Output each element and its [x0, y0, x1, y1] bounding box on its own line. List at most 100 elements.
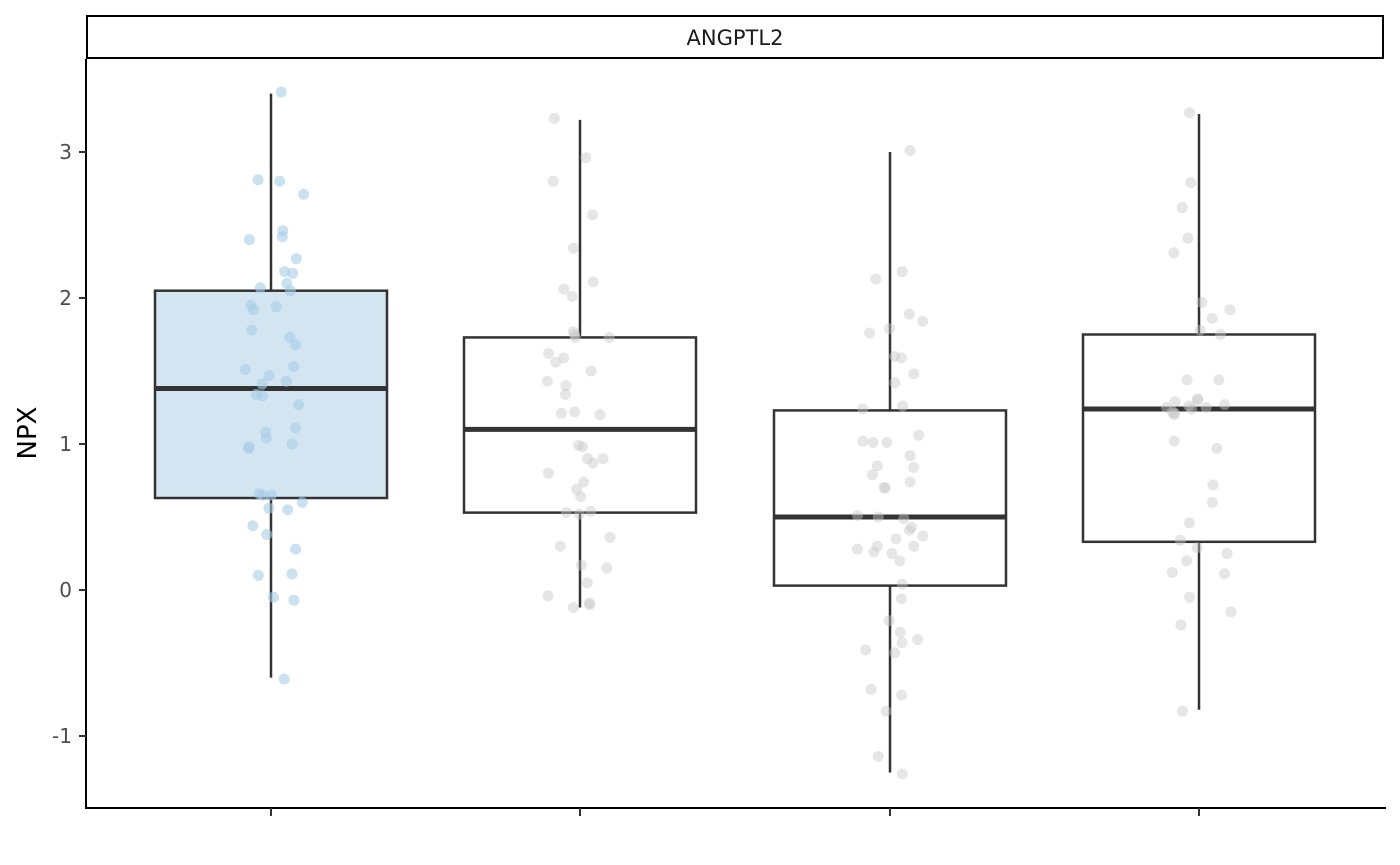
- data-point: [1184, 591, 1195, 603]
- data-point: [908, 461, 920, 473]
- data-point: [857, 403, 869, 415]
- data-point: [288, 361, 300, 373]
- data-point: [1183, 400, 1195, 412]
- data-point: [601, 562, 613, 574]
- data-point: [558, 283, 570, 295]
- data-point: [1207, 479, 1219, 491]
- data-point: [567, 242, 579, 254]
- data-point: [267, 591, 279, 603]
- data-point: [575, 559, 587, 571]
- data-point: [894, 555, 906, 567]
- y-tick-label: 0: [59, 578, 72, 602]
- data-point: [582, 453, 593, 465]
- data-point: [1206, 312, 1218, 324]
- data-point: [275, 86, 287, 98]
- data-point: [247, 304, 259, 316]
- data-point: [298, 188, 310, 200]
- data-point: [290, 253, 302, 265]
- data-point: [889, 377, 901, 389]
- data-point: [1225, 606, 1237, 618]
- data-point: [1219, 568, 1230, 580]
- data-point: [904, 450, 916, 462]
- data-point: [542, 590, 554, 602]
- data-point: [256, 390, 268, 402]
- box-group-2: [462, 112, 698, 613]
- data-point: [569, 331, 581, 343]
- data-point: [886, 548, 898, 559]
- data-point: [895, 352, 907, 364]
- data-point: [293, 399, 305, 411]
- data-point: [290, 422, 301, 434]
- data-point: [548, 112, 560, 124]
- data-point: [287, 267, 299, 279]
- plot-area: [153, 86, 1317, 780]
- data-point: [587, 209, 599, 221]
- data-point: [558, 352, 570, 364]
- data-point: [898, 513, 910, 524]
- data-point: [851, 543, 863, 555]
- data-point: [252, 174, 264, 186]
- data-point: [872, 750, 884, 762]
- data-point: [872, 511, 884, 523]
- data-point: [247, 520, 259, 532]
- data-point: [896, 266, 908, 278]
- data-point: [1196, 296, 1208, 308]
- data-point: [587, 276, 599, 288]
- data-point: [890, 533, 902, 545]
- data-point: [296, 496, 308, 508]
- data-point: [560, 388, 571, 400]
- data-point: [290, 339, 301, 351]
- data-point: [585, 505, 597, 517]
- data-point: [246, 324, 258, 336]
- data-point: [865, 683, 877, 695]
- data-point: [584, 599, 596, 611]
- data-point: [1192, 393, 1203, 405]
- data-point: [585, 365, 597, 377]
- data-point: [567, 326, 579, 338]
- data-point: [1174, 534, 1186, 546]
- data-point: [897, 400, 909, 412]
- data-point: [896, 768, 908, 780]
- data-point: [1161, 402, 1172, 413]
- data-point: [587, 457, 599, 469]
- y-tick-label: 1: [59, 432, 72, 456]
- data-point: [554, 540, 566, 552]
- box-group-4: [1081, 107, 1317, 717]
- data-point: [1166, 406, 1178, 418]
- data-point: [274, 175, 286, 187]
- data-point: [1181, 555, 1193, 567]
- data-point: [896, 578, 908, 590]
- data-point: [254, 282, 266, 294]
- data-point: [1213, 374, 1225, 386]
- data-point: [270, 301, 282, 313]
- data-point: [541, 375, 553, 387]
- data-point: [1185, 177, 1197, 189]
- data-point: [265, 489, 277, 501]
- data-point: [908, 540, 920, 552]
- data-point: [252, 569, 264, 581]
- data-point: [895, 593, 907, 605]
- box: [153, 289, 389, 500]
- data-point: [597, 453, 609, 465]
- data-point: [884, 323, 895, 335]
- data-point: [904, 476, 916, 488]
- data-point: [284, 285, 296, 297]
- data-point: [577, 441, 588, 453]
- data-point: [1184, 107, 1195, 119]
- data-point: [867, 469, 878, 481]
- box: [462, 336, 698, 514]
- data-point: [881, 437, 893, 448]
- data-point: [1194, 324, 1206, 336]
- data-point: [913, 429, 925, 441]
- data-point: [543, 348, 554, 359]
- data-point: [1177, 705, 1188, 717]
- box-group-3: [772, 145, 1008, 780]
- data-point: [1169, 407, 1181, 419]
- data-point: [286, 568, 298, 580]
- data-point: [581, 577, 593, 589]
- data-point: [1219, 399, 1231, 411]
- data-point: [889, 647, 901, 659]
- data-point: [567, 602, 579, 613]
- data-point: [857, 435, 869, 447]
